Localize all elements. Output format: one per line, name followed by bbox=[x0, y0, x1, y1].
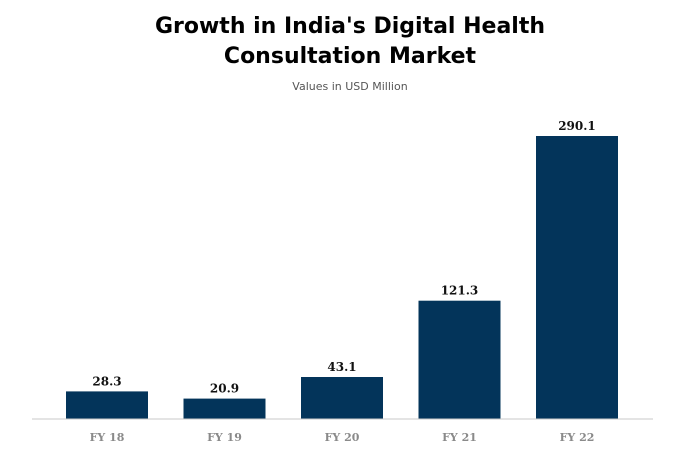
chart-title-line-1: Growth in India's Digital Health bbox=[154, 14, 546, 39]
bar-fy-18 bbox=[66, 391, 148, 419]
chart-title-line-2: Consultation Market bbox=[223, 44, 477, 69]
bar-fy-20 bbox=[301, 377, 383, 419]
category-label: FY 21 bbox=[442, 431, 477, 444]
category-label: FY 20 bbox=[325, 431, 360, 444]
value-label: 121.3 bbox=[441, 284, 479, 298]
category-label: FY 22 bbox=[560, 431, 595, 444]
category-label: FY 19 bbox=[207, 431, 242, 444]
chart-title: Growth in India's Digital Health Consult… bbox=[0, 12, 700, 72]
bar-fy-21 bbox=[418, 300, 501, 419]
value-label: 43.1 bbox=[327, 360, 356, 374]
bars-layer: 28.3 FY 18 20.9 FY 19 43.1 FY 20 121.3 FY 21 290… bbox=[66, 119, 618, 444]
value-label: 20.9 bbox=[210, 382, 239, 396]
value-label: 28.3 bbox=[92, 374, 121, 388]
chart-subtitle: Values in USD Million bbox=[292, 80, 408, 93]
bar-fy-22 bbox=[536, 136, 618, 419]
value-label: 290.1 bbox=[558, 119, 596, 133]
bar-fy-19 bbox=[183, 398, 266, 419]
category-label: FY 18 bbox=[90, 431, 125, 444]
